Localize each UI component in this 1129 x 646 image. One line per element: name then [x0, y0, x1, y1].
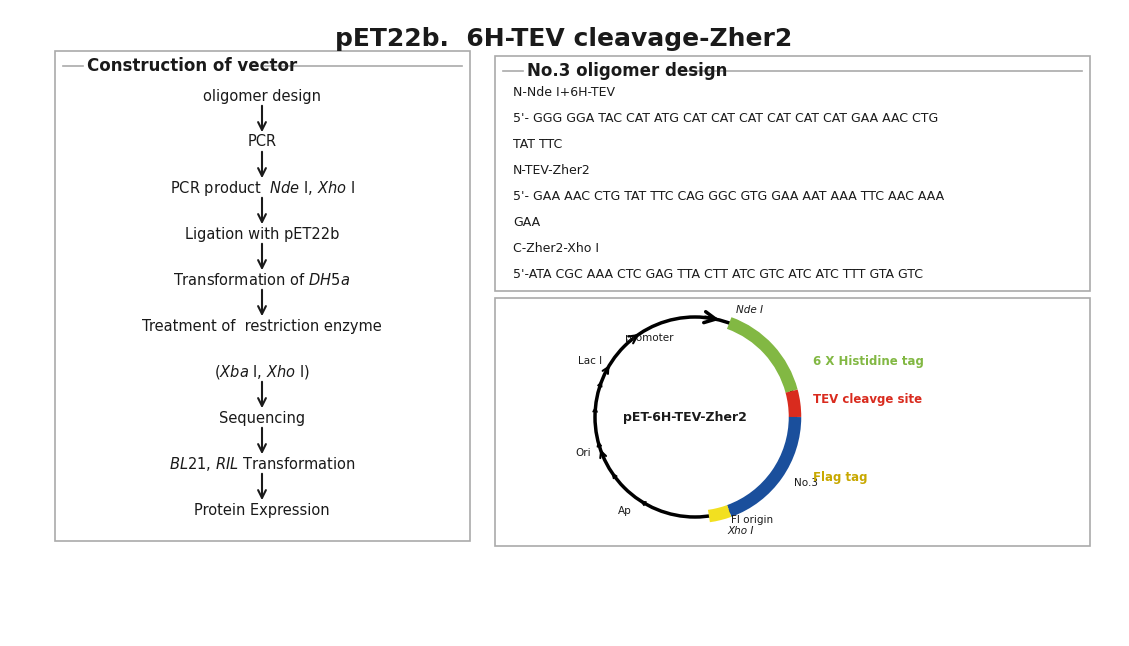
- Text: N-Nde I+6H-TEV: N-Nde I+6H-TEV: [513, 87, 615, 99]
- FancyBboxPatch shape: [495, 298, 1089, 546]
- Text: FI origin: FI origin: [732, 515, 773, 525]
- Text: Transformation of $\it{DH5a}$: Transformation of $\it{DH5a}$: [174, 272, 350, 288]
- Text: Ori: Ori: [576, 448, 592, 458]
- Text: Ligation with pET22b: Ligation with pET22b: [185, 227, 339, 242]
- Text: Nde I: Nde I: [736, 305, 763, 315]
- Text: $\it{BL21}$, $\it{RIL}$ Transformation: $\it{BL21}$, $\it{RIL}$ Transformation: [169, 455, 356, 473]
- Text: TEV cleavge site: TEV cleavge site: [813, 393, 922, 406]
- Text: C-Zher2-Xho I: C-Zher2-Xho I: [513, 242, 599, 256]
- Text: Sequencing: Sequencing: [219, 410, 305, 426]
- Text: 5'-ATA CGC AAA CTC GAG TTA CTT ATC GTC ATC ATC TTT GTA GTC: 5'-ATA CGC AAA CTC GAG TTA CTT ATC GTC A…: [513, 269, 924, 282]
- Text: 6 X Histidine tag: 6 X Histidine tag: [813, 355, 924, 368]
- Text: Lac I: Lac I: [578, 357, 602, 366]
- Text: Xho I: Xho I: [727, 526, 753, 536]
- Text: PCR: PCR: [247, 134, 277, 149]
- FancyBboxPatch shape: [55, 51, 470, 541]
- Text: GAA: GAA: [513, 216, 540, 229]
- Text: Construction of vector: Construction of vector: [87, 57, 297, 75]
- Text: 5'- GGG GGA TAC CAT ATG CAT CAT CAT CAT CAT CAT GAA AAC CTG: 5'- GGG GGA TAC CAT ATG CAT CAT CAT CAT …: [513, 112, 938, 125]
- Text: promoter: promoter: [625, 333, 674, 343]
- Text: pET22b.  6H-TEV cleavage-Zher2: pET22b. 6H-TEV cleavage-Zher2: [335, 27, 793, 51]
- Text: Ap: Ap: [618, 506, 632, 516]
- Text: No.3 oligomer design: No.3 oligomer design: [527, 62, 727, 80]
- Text: N-TEV-Zher2: N-TEV-Zher2: [513, 165, 590, 178]
- Text: Treatment of  restriction enzyme: Treatment of restriction enzyme: [142, 318, 382, 333]
- FancyBboxPatch shape: [495, 56, 1089, 291]
- Text: pET-6H-TEV-Zher2: pET-6H-TEV-Zher2: [623, 410, 747, 424]
- Text: 5'- GAA AAC CTG TAT TTC CAG GGC GTG GAA AAT AAA TTC AAC AAA: 5'- GAA AAC CTG TAT TTC CAG GGC GTG GAA …: [513, 191, 944, 203]
- Text: ($\it{Xba}$ I, $\it{Xho}$ I): ($\it{Xba}$ I, $\it{Xho}$ I): [215, 363, 309, 381]
- Text: Flag tag: Flag tag: [813, 470, 867, 483]
- Text: oligomer design: oligomer design: [203, 89, 321, 103]
- Text: No.3: No.3: [794, 478, 819, 488]
- Text: PCR product  $\it{Nde}$ I, $\it{Xho}$ I: PCR product $\it{Nde}$ I, $\it{Xho}$ I: [169, 178, 355, 198]
- Text: TAT TTC: TAT TTC: [513, 138, 562, 152]
- Text: Protein Expression: Protein Expression: [194, 503, 330, 517]
